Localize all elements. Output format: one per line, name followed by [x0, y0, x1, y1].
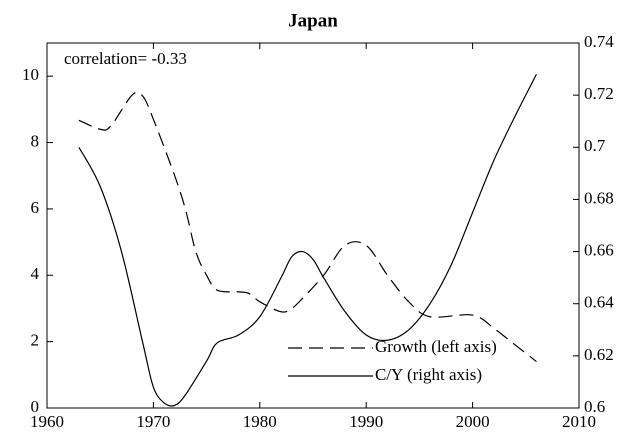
legend-label: Growth (left axis) [375, 337, 497, 356]
y2-tick-label: 0.66 [584, 240, 614, 259]
x-tick-label: 2000 [456, 412, 490, 431]
y2-tick-label: 0.68 [584, 188, 614, 207]
y-tick-label: 8 [31, 131, 40, 150]
y-tick-label: 4 [31, 264, 40, 283]
y2-tick-label: 0.74 [584, 32, 614, 51]
annotation: correlation= -0.33 [64, 49, 187, 68]
y-tick-label: 10 [22, 65, 39, 84]
x-tick-label: 2010 [562, 412, 596, 431]
chart-title: Japan [288, 10, 338, 31]
x-tick-label: 1980 [243, 412, 277, 431]
x-tick-label: 1990 [349, 412, 383, 431]
y2-tick-label: 0.64 [584, 293, 614, 312]
y-tick-label: 2 [31, 331, 40, 350]
y2-tick-label: 0.72 [584, 84, 614, 103]
x-tick-label: 1970 [136, 412, 170, 431]
y-tick-label: 6 [31, 198, 40, 217]
y-tick-label: 0 [31, 397, 40, 416]
plot-frame [46, 42, 580, 409]
y2-tick-label: 0.7 [584, 136, 606, 155]
y2-tick-label: 0.6 [584, 397, 605, 416]
legend-label: C/Y (right axis) [375, 365, 482, 384]
y2-tick-label: 0.62 [584, 345, 614, 364]
x-tick-label: 1960 [30, 412, 64, 431]
series-line [78, 74, 537, 407]
series-line [78, 91, 537, 363]
